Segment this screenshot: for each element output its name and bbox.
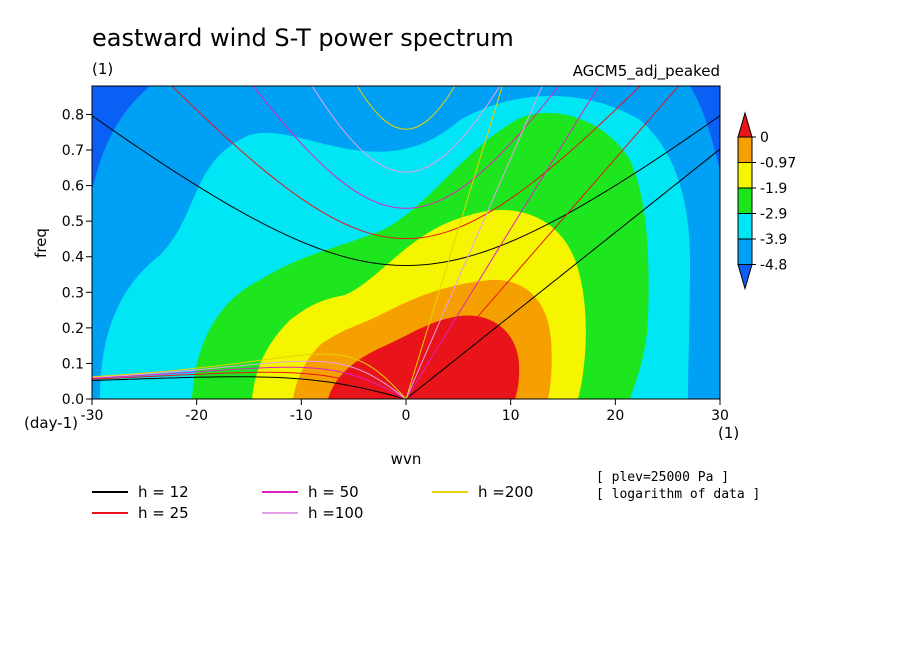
kelvin-wave-curve	[405, 86, 503, 399]
y-tick-label: 0.8	[62, 107, 84, 123]
note-plev: [ plev=25000 Pa ]	[596, 470, 729, 485]
legend: h = 12 h = 25 h = 50 h =100 h =200	[92, 483, 533, 522]
colorbar-label: -2.9	[760, 207, 787, 223]
chart-subtitle-right: AGCM5_adj_peaked	[573, 62, 720, 81]
colorbar-label: -3.9	[760, 232, 787, 248]
kelvin-wave-curve	[405, 86, 543, 399]
y-axis-unit: (day-1)	[24, 414, 78, 432]
x-tick-label: 10	[502, 408, 520, 424]
legend-label: h =100	[308, 504, 363, 522]
x-tick-label: 0	[402, 408, 411, 424]
kelvin-wave-curve	[405, 148, 720, 399]
inertia-gravity-curve	[92, 115, 720, 266]
rossby-wave-curve	[92, 371, 407, 399]
x-axis: -30 -20 -10 0 10 20 30	[81, 399, 729, 424]
colorbar-top-arrow	[737, 111, 753, 138]
colorbar: 0 -0.97 -1.9 -2.9 -3.9 -4.8	[737, 111, 796, 291]
legend-label: h =200	[478, 483, 533, 501]
kelvin-wave-curve	[405, 86, 600, 399]
x-tick-label: -10	[290, 408, 313, 424]
y-tick-label: 0.0	[62, 392, 84, 408]
inertia-gravity-curve	[252, 86, 560, 209]
x-axis-unit: (1)	[718, 424, 739, 442]
colorbar-segment	[737, 187, 753, 214]
rossby-wave-curve	[92, 353, 407, 399]
x-tick-label: 20	[606, 408, 624, 424]
note-logarithm: [ logarithm of data ]	[596, 487, 760, 502]
y-tick-label: 0.5	[62, 214, 84, 230]
rossby-wave-curve	[92, 366, 407, 399]
rossby-wave-curve	[92, 360, 407, 399]
chart-title: eastward wind S-T power spectrum	[92, 24, 514, 52]
y-tick-label: 0.2	[62, 321, 84, 337]
y-axis: 0.0 0.1 0.2 0.3 0.4 0.5 0.6 0.7 0.8	[62, 107, 92, 408]
colorbar-label: 0	[760, 130, 769, 146]
equivalent-depth-lines	[92, 86, 720, 399]
y-tick-label: 0.6	[62, 179, 84, 195]
colorbar-segment	[737, 238, 753, 265]
plot-area	[92, 86, 720, 399]
colorbar-segment	[737, 213, 753, 240]
rossby-wave-curve	[92, 376, 407, 399]
y-tick-label: 0.4	[62, 250, 84, 266]
y-tick-label: 0.3	[62, 285, 84, 301]
x-tick-label: -30	[81, 408, 104, 424]
inertia-gravity-curve	[356, 86, 456, 130]
x-tick-label: 30	[711, 408, 729, 424]
colorbar-label: -1.9	[760, 181, 787, 197]
colorbar-bottom-arrow	[737, 264, 753, 291]
chart-subtitle-left: (1)	[92, 60, 113, 78]
colorbar-segment	[737, 136, 753, 163]
legend-label: h = 50	[308, 483, 359, 501]
x-axis-label: wvn	[391, 450, 422, 468]
legend-label: h = 12	[138, 483, 189, 501]
colorbar-label: -4.8	[760, 258, 787, 274]
inertia-gravity-curve	[171, 86, 641, 240]
x-tick-label: -20	[185, 408, 208, 424]
y-axis-label: freq	[32, 228, 50, 258]
y-tick-label: 0.1	[62, 356, 84, 372]
colorbar-segment	[737, 162, 753, 189]
kelvin-wave-curve	[405, 86, 680, 399]
y-tick-label: 0.7	[62, 143, 84, 159]
colorbar-label: -0.97	[760, 156, 796, 172]
legend-label: h = 25	[138, 504, 189, 522]
inertia-gravity-curve	[311, 86, 501, 173]
